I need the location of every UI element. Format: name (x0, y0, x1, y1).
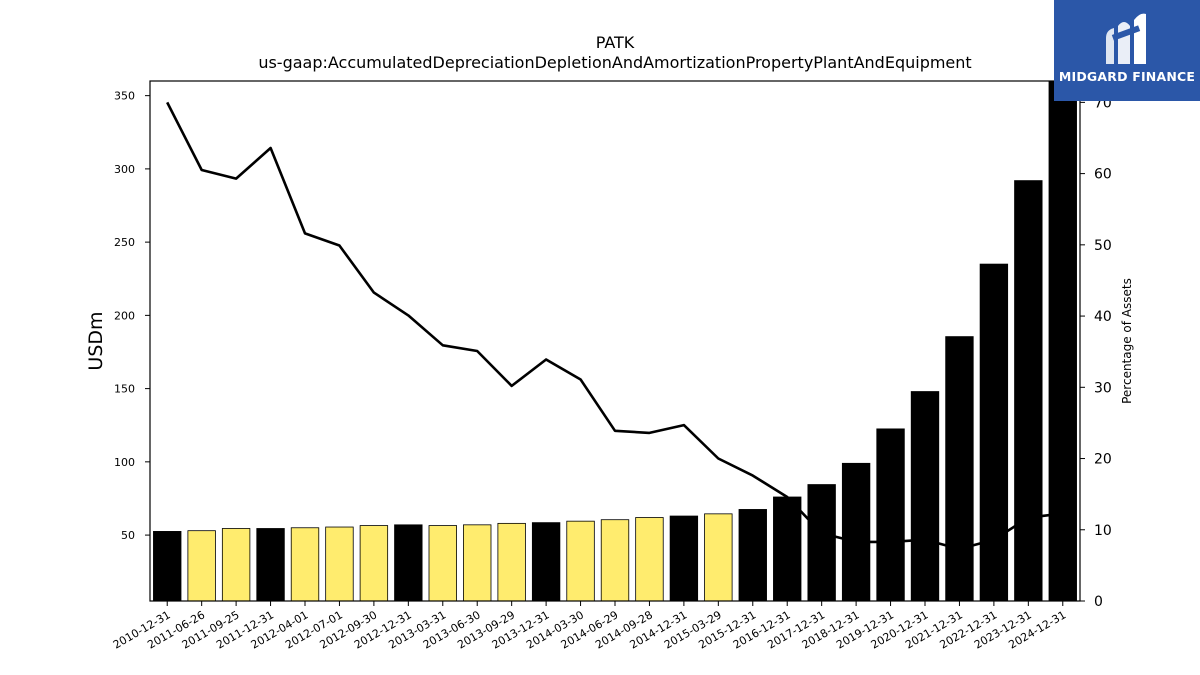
y2-tick-label: 30 (1094, 380, 1112, 396)
y-tick-label: 250 (114, 236, 135, 249)
bar-2018-12-31 (841, 462, 871, 602)
brand-logo-text: MIDGARD FINANCE (1058, 69, 1196, 84)
bar-2020-12-31 (910, 391, 940, 602)
bar-series (153, 80, 1077, 602)
y-tick-label: 50 (121, 529, 135, 542)
axes (145, 80, 1085, 606)
line-series (166, 101, 1063, 551)
bar-2013-03-31 (428, 525, 457, 602)
bar-2012-04-01 (290, 527, 320, 602)
bar-2012-09-30 (359, 525, 389, 602)
bar-2023-12-31 (1014, 180, 1043, 602)
bar-2014-12-31 (669, 515, 699, 602)
bar-2014-06-29 (600, 519, 630, 602)
bar-2024-12-31 (1048, 80, 1077, 602)
bar-2013-12-31 (531, 522, 561, 602)
y2-tick-label: 60 (1094, 167, 1112, 183)
y-axis-label: USDm (85, 311, 107, 370)
bar-2013-09-29 (497, 522, 526, 602)
y-tick-label: 300 (114, 163, 135, 176)
y-tick-label: 100 (114, 456, 135, 469)
bar-2017-12-31 (807, 484, 836, 602)
y-tick-label: 200 (114, 309, 135, 322)
y2-tick-label: 50 (1094, 238, 1112, 254)
chart-title: PATK (596, 33, 635, 52)
bar-2014-03-30 (566, 520, 595, 602)
y2-axis-label: Percentage of Assets (1120, 278, 1134, 404)
midgard-m-icon (1106, 13, 1146, 65)
y-tick-label: 150 (114, 383, 135, 396)
bar-2022-12-31 (979, 263, 1009, 602)
percentage-line (166, 101, 1063, 551)
bar-2014-09-28 (635, 517, 664, 602)
bar-2015-12-31 (738, 509, 767, 602)
bar-2013-06-30 (463, 524, 492, 602)
brand-logo: MIDGARD FINANCE (1054, 0, 1200, 101)
bar-2015-03-29 (704, 513, 733, 602)
y2-tick-label: 40 (1094, 309, 1112, 325)
bar-2021-12-31 (945, 336, 974, 602)
y2-tick-label: 10 (1094, 523, 1112, 539)
bar-2012-07-01 (325, 526, 354, 602)
y-tick-label: 350 (114, 90, 135, 103)
bar-2011-09-25 (221, 528, 251, 602)
bar-2010-12-31 (153, 531, 182, 602)
y2-tick-label: 20 (1094, 452, 1112, 468)
bar-2011-12-31 (256, 528, 285, 602)
bar-2016-12-31 (773, 496, 802, 602)
chart-subtitle: us-gaap:AccumulatedDepreciationDepletion… (258, 53, 971, 72)
y2-tick-label: 0 (1094, 594, 1103, 610)
bar-2019-12-31 (876, 428, 905, 602)
bar-2011-06-26 (187, 530, 216, 602)
bar-2012-12-31 (394, 524, 423, 602)
